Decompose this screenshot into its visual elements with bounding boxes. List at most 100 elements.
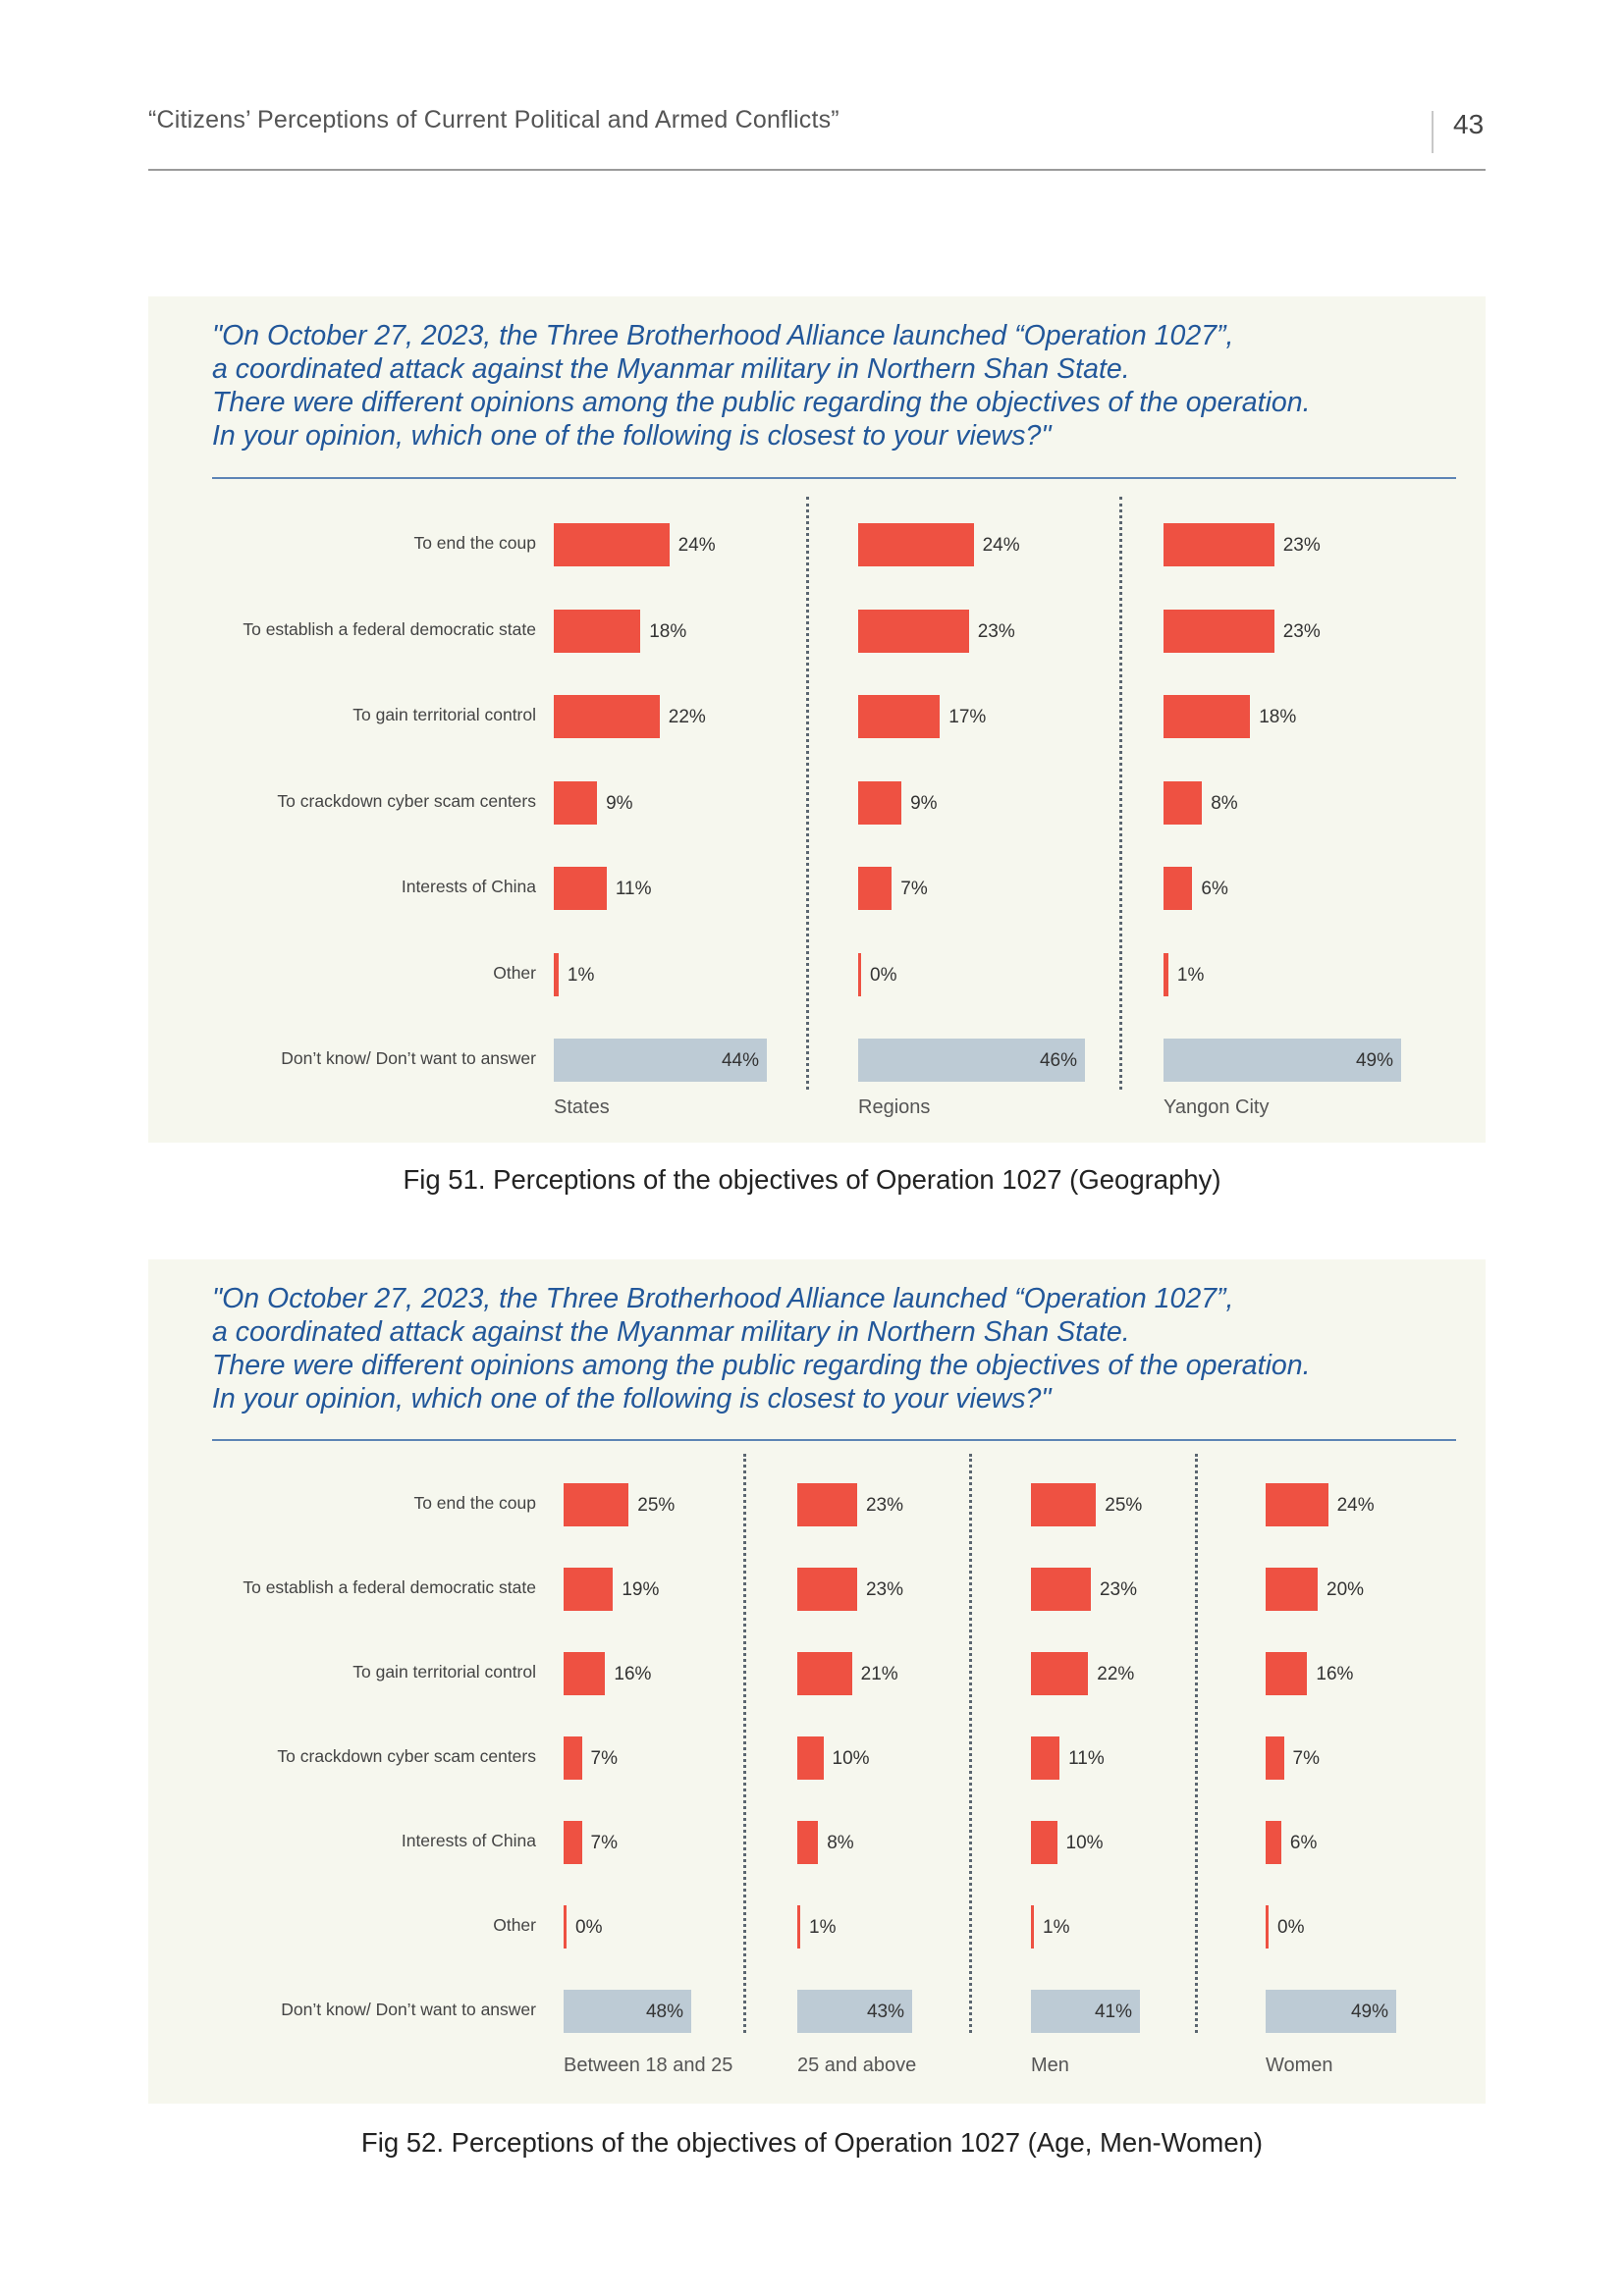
category-label: To crackdown cyber scam centers bbox=[277, 1746, 536, 1766]
bar-between-18-and-25-2 bbox=[564, 1568, 614, 1611]
data-label: 1% bbox=[1043, 1917, 1070, 1938]
column-separator bbox=[806, 497, 809, 1090]
header-rule bbox=[148, 169, 1486, 171]
data-label: 43% bbox=[866, 2002, 904, 2022]
bar-yangon-city-2 bbox=[1164, 609, 1274, 653]
data-label: 1% bbox=[567, 964, 595, 986]
bar-between-18-and-25-3 bbox=[564, 1652, 606, 1695]
bar-yangon-city-3 bbox=[1164, 695, 1251, 738]
bar-25-and-above-2 bbox=[797, 1568, 857, 1611]
data-label: 9% bbox=[910, 792, 938, 814]
bar-states-2 bbox=[554, 609, 641, 653]
data-label: 7% bbox=[590, 1833, 619, 1853]
bar-women-3 bbox=[1266, 1652, 1308, 1695]
question-rule bbox=[212, 477, 1456, 479]
data-label: 23% bbox=[1099, 1579, 1137, 1600]
data-label: 7% bbox=[900, 879, 928, 899]
bar-states-7 bbox=[554, 1039, 767, 1082]
category-label: To crackdown cyber scam centers bbox=[277, 790, 536, 811]
bar-states-4 bbox=[554, 780, 598, 825]
data-label: 8% bbox=[827, 1833, 854, 1853]
data-label: 44% bbox=[721, 1050, 759, 1071]
page-number: 43 bbox=[1453, 109, 1485, 139]
series-label: Between 18 and 25 bbox=[564, 2055, 733, 2076]
column-separator bbox=[1195, 1454, 1198, 2033]
question-line: There were different opinions among the … bbox=[212, 387, 1311, 418]
bar-25-and-above-7 bbox=[797, 1990, 912, 2033]
data-label: 22% bbox=[668, 707, 706, 727]
bar-between-18-and-25-4 bbox=[564, 1736, 582, 1780]
figure-51-panel: "On October 27, 2023, the Three Brotherh… bbox=[148, 296, 1486, 1143]
question-rule bbox=[212, 1439, 1456, 1441]
question-line: a coordinated attack against the Myanmar… bbox=[212, 1316, 1130, 1348]
bar-women-5 bbox=[1266, 1821, 1281, 1864]
series-label: Regions bbox=[858, 1096, 931, 1118]
series-label: 25 and above bbox=[797, 2055, 917, 2076]
bar-men-7 bbox=[1031, 1990, 1140, 2033]
series-label: Men bbox=[1031, 2055, 1069, 2076]
data-label: 25% bbox=[1105, 1495, 1143, 1516]
bar-women-7 bbox=[1266, 1990, 1396, 2033]
data-label: 20% bbox=[1326, 1579, 1365, 1600]
data-label: 19% bbox=[622, 1579, 660, 1600]
bar-states-1 bbox=[554, 523, 670, 566]
question-line: "On October 27, 2023, the Three Brotherh… bbox=[212, 1283, 1234, 1314]
category-labels: To end the coup To establish a federal de… bbox=[148, 296, 536, 1143]
data-label: 23% bbox=[865, 1579, 903, 1600]
bar-25-and-above-6 bbox=[797, 1905, 800, 1949]
series-label: States bbox=[554, 1096, 610, 1118]
data-label: 7% bbox=[1292, 1748, 1321, 1769]
data-label: 6% bbox=[1201, 879, 1228, 899]
bar-between-18-and-25-6 bbox=[564, 1905, 567, 1949]
bar-women-1 bbox=[1266, 1483, 1328, 1526]
category-label: To end the coup bbox=[413, 1493, 536, 1513]
category-label: To establish a federal democratic state bbox=[243, 618, 536, 639]
category-label: Other bbox=[493, 962, 536, 983]
category-label: To establish a federal democratic state bbox=[243, 1577, 536, 1597]
bar-regions-4 bbox=[858, 780, 902, 825]
category-label: Other bbox=[493, 1915, 536, 1935]
question-line: a coordinated attack against the Myanmar… bbox=[212, 353, 1130, 385]
bar-25-and-above-1 bbox=[797, 1483, 857, 1526]
question-line: "On October 27, 2023, the Three Brotherh… bbox=[212, 320, 1234, 351]
figure-52-panel: "On October 27, 2023, the Three Brotherh… bbox=[148, 1259, 1486, 2104]
data-label: 21% bbox=[860, 1664, 898, 1684]
bar-states-5 bbox=[554, 867, 607, 910]
data-label: 17% bbox=[948, 707, 987, 727]
category-label: To gain territorial control bbox=[352, 705, 536, 724]
data-label: 1% bbox=[1176, 964, 1205, 986]
series-label: Yangon City bbox=[1164, 1096, 1270, 1118]
column-separator bbox=[969, 1454, 972, 2033]
bar-men-3 bbox=[1031, 1652, 1089, 1695]
data-label: 48% bbox=[645, 2002, 683, 2022]
bar-25-and-above-4 bbox=[797, 1736, 824, 1780]
data-label: 49% bbox=[1350, 2002, 1388, 2022]
data-label: 16% bbox=[1316, 1664, 1354, 1684]
question-line: There were different opinions among the … bbox=[212, 1350, 1311, 1381]
data-label: 0% bbox=[1277, 1917, 1305, 1938]
bar-25-and-above-5 bbox=[797, 1821, 819, 1864]
data-label: 0% bbox=[575, 1917, 603, 1938]
question-line: In your opinion, which one of the follow… bbox=[212, 420, 1052, 452]
bar-states-3 bbox=[554, 695, 660, 738]
bar-yangon-city-6 bbox=[1164, 952, 1168, 996]
data-label: 24% bbox=[1336, 1495, 1375, 1516]
bar-25-and-above-3 bbox=[797, 1652, 852, 1695]
category-labels: To end the coup To establish a federal de… bbox=[148, 1259, 536, 2104]
bar-yangon-city-4 bbox=[1164, 780, 1203, 825]
bar-yangon-city-5 bbox=[1164, 867, 1193, 910]
data-label: 18% bbox=[1259, 707, 1297, 727]
data-label: 23% bbox=[1282, 620, 1321, 642]
data-label: 11% bbox=[1068, 1748, 1105, 1769]
data-label: 41% bbox=[1094, 2002, 1132, 2022]
bar-men-4 bbox=[1031, 1736, 1060, 1780]
data-label: 49% bbox=[1355, 1050, 1393, 1071]
category-label: Don’t know/ Don’t want to answer bbox=[281, 2000, 536, 2019]
data-label: 23% bbox=[865, 1495, 903, 1516]
survey-question: "On October 27, 2023, the Three Brotherh… bbox=[212, 319, 1311, 453]
figure-51-caption: Fig 51. Perceptions of the objectives of… bbox=[403, 1164, 1221, 1195]
survey-question: "On October 27, 2023, the Three Brotherh… bbox=[212, 1282, 1311, 1415]
data-label: 22% bbox=[1097, 1664, 1135, 1684]
data-label: 1% bbox=[809, 1917, 837, 1938]
data-label: 6% bbox=[1289, 1833, 1318, 1853]
